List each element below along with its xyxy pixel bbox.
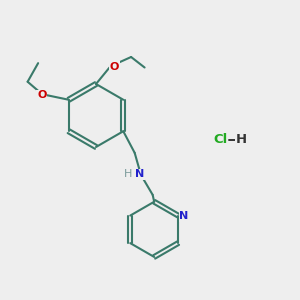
Text: Cl: Cl	[213, 133, 228, 146]
Text: N: N	[135, 169, 144, 179]
Text: O: O	[110, 62, 119, 72]
Text: N: N	[179, 211, 189, 221]
Text: O: O	[37, 90, 46, 100]
Text: H: H	[236, 133, 247, 146]
Text: H: H	[124, 169, 132, 179]
